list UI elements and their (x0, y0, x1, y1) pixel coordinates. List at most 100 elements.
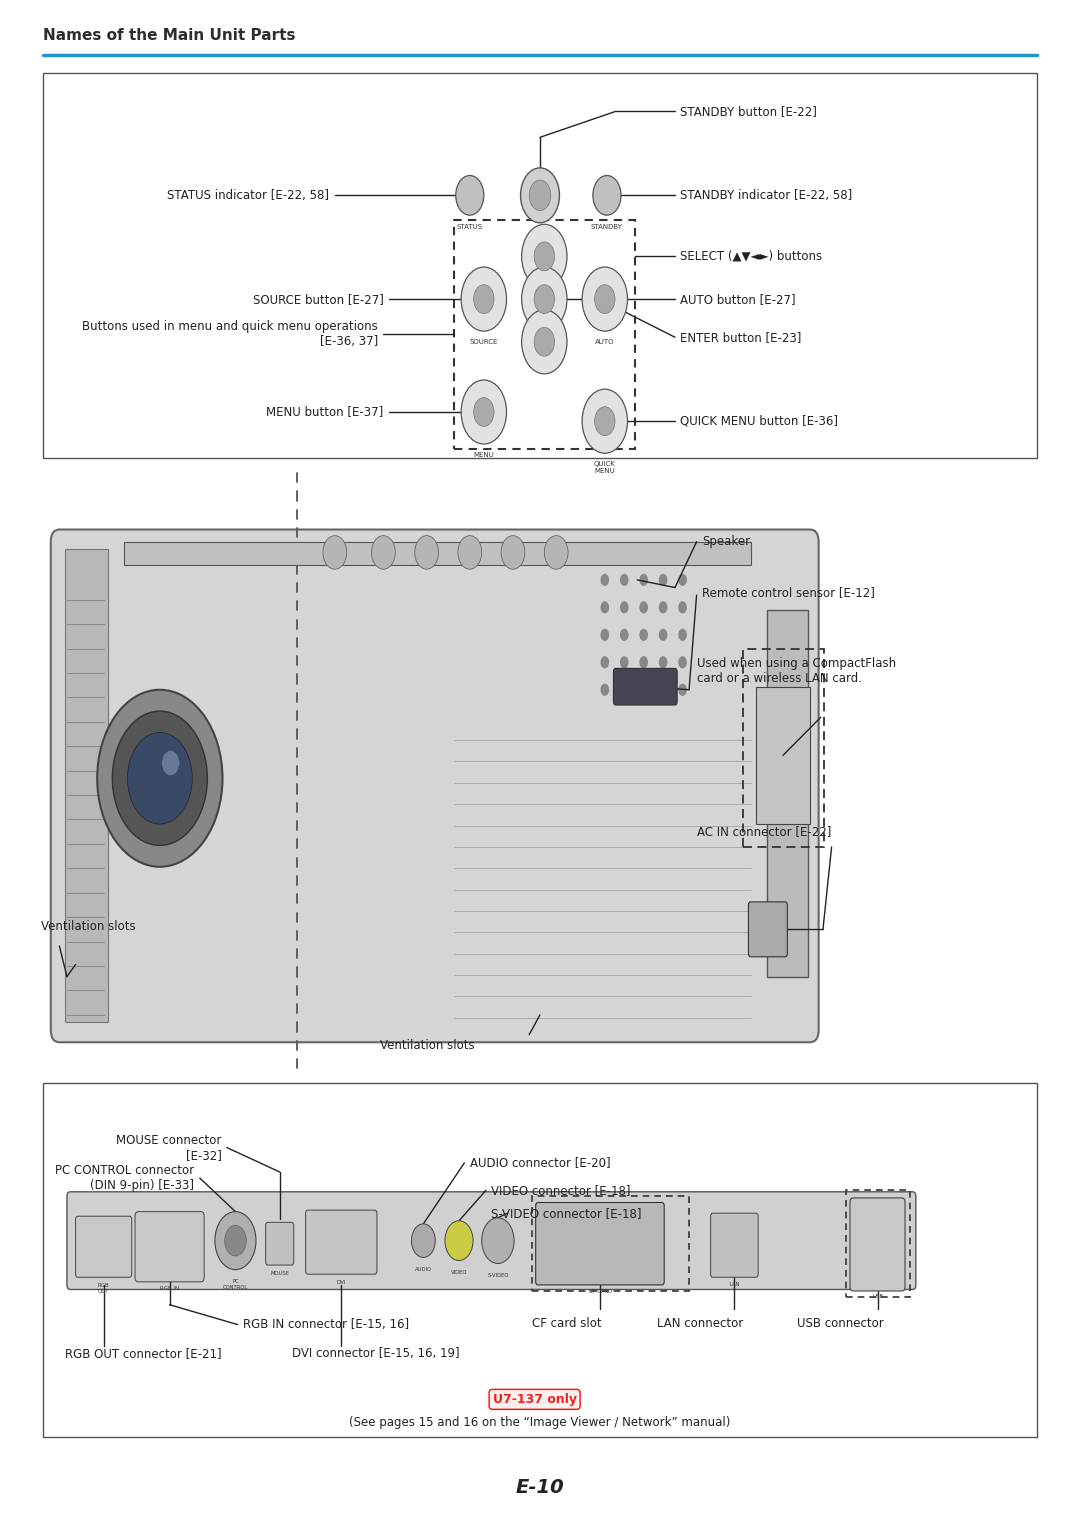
Circle shape (600, 574, 609, 586)
FancyBboxPatch shape (767, 610, 808, 977)
Circle shape (678, 574, 687, 586)
Circle shape (620, 601, 629, 613)
Text: SOURCE: SOURCE (470, 339, 498, 345)
Text: RGB IN: RGB IN (160, 1286, 179, 1291)
Circle shape (659, 601, 667, 613)
Circle shape (522, 310, 567, 374)
Circle shape (582, 389, 627, 453)
FancyBboxPatch shape (613, 668, 677, 705)
Text: RGB IN connector [E-15, 16]: RGB IN connector [E-15, 16] (243, 1318, 409, 1331)
FancyBboxPatch shape (124, 542, 751, 565)
Text: DVI connector [E-15, 16, 19]: DVI connector [E-15, 16, 19] (292, 1347, 459, 1360)
FancyBboxPatch shape (266, 1222, 294, 1265)
Text: Ventilation slots: Ventilation slots (380, 1039, 475, 1051)
Text: LAN: LAN (729, 1282, 740, 1286)
Circle shape (639, 629, 648, 641)
Circle shape (474, 398, 494, 426)
Text: VIDEO: VIDEO (450, 1270, 468, 1274)
Text: Ventilation slots: Ventilation slots (41, 920, 136, 932)
Text: AUDIO connector [E-20]: AUDIO connector [E-20] (470, 1157, 610, 1169)
Circle shape (595, 285, 615, 313)
Text: RGB
OUT: RGB OUT (98, 1283, 109, 1294)
Text: LAN connector: LAN connector (657, 1317, 743, 1331)
FancyBboxPatch shape (76, 1216, 132, 1277)
Circle shape (456, 175, 484, 215)
Text: MENU button [E-37]: MENU button [E-37] (266, 406, 383, 418)
Text: AUTO button [E-27]: AUTO button [E-27] (680, 293, 796, 305)
Text: QUICK
MENU: QUICK MENU (594, 461, 616, 475)
Circle shape (544, 536, 568, 569)
Circle shape (461, 380, 507, 444)
Circle shape (97, 690, 222, 867)
Text: USB: USB (873, 1294, 883, 1299)
Circle shape (659, 629, 667, 641)
Circle shape (521, 168, 559, 223)
Circle shape (225, 1225, 246, 1256)
Circle shape (445, 1221, 473, 1260)
Text: Buttons used in menu and quick menu operations
[E-36, 37]: Buttons used in menu and quick menu oper… (82, 320, 378, 348)
Circle shape (595, 407, 615, 435)
Circle shape (522, 224, 567, 288)
Circle shape (620, 684, 629, 696)
Text: USB connector: USB connector (797, 1317, 883, 1331)
Circle shape (678, 601, 687, 613)
Text: SELECT (▲▼◄►) buttons: SELECT (▲▼◄►) buttons (680, 250, 823, 262)
Text: U7-137 only: U7-137 only (492, 1393, 577, 1405)
FancyBboxPatch shape (67, 1192, 916, 1289)
Text: E-10: E-10 (515, 1479, 565, 1497)
Text: (See pages 15 and 16 on the “Image Viewer / Network” manual): (See pages 15 and 16 on the “Image Viewe… (349, 1416, 731, 1428)
Text: Speaker: Speaker (702, 536, 751, 548)
Text: RGB OUT connector [E-21]: RGB OUT connector [E-21] (65, 1347, 221, 1360)
Circle shape (582, 267, 627, 331)
Circle shape (535, 328, 554, 356)
Text: PC CONTROL connector
(DIN 9-pin) [E-33]: PC CONTROL connector (DIN 9-pin) [E-33] (55, 1164, 194, 1192)
Circle shape (639, 574, 648, 586)
Text: SOURCE button [E-27]: SOURCE button [E-27] (253, 293, 383, 305)
FancyBboxPatch shape (536, 1202, 664, 1285)
Circle shape (529, 180, 551, 211)
Text: STATUS: STATUS (457, 224, 483, 230)
Circle shape (127, 732, 192, 824)
Circle shape (639, 601, 648, 613)
FancyBboxPatch shape (711, 1213, 758, 1277)
FancyBboxPatch shape (43, 73, 1037, 458)
Circle shape (458, 536, 482, 569)
Circle shape (415, 536, 438, 569)
Text: STANDBY button [E-22]: STANDBY button [E-22] (680, 105, 818, 118)
Circle shape (501, 536, 525, 569)
Text: VIDEO connector [E-18]: VIDEO connector [E-18] (491, 1184, 631, 1196)
Circle shape (678, 629, 687, 641)
Circle shape (162, 751, 179, 775)
Circle shape (411, 1224, 435, 1257)
Circle shape (659, 574, 667, 586)
Text: MOUSE connector
[E-32]: MOUSE connector [E-32] (116, 1134, 221, 1161)
Circle shape (522, 267, 567, 331)
Circle shape (600, 629, 609, 641)
Text: S-VIDEO connector [E-18]: S-VIDEO connector [E-18] (491, 1207, 642, 1219)
Circle shape (639, 684, 648, 696)
Circle shape (659, 684, 667, 696)
FancyBboxPatch shape (850, 1198, 905, 1291)
Text: MENU: MENU (473, 452, 495, 458)
Text: AUDIO: AUDIO (415, 1267, 432, 1271)
Text: PC
CONTROL: PC CONTROL (222, 1279, 248, 1289)
Circle shape (482, 1218, 514, 1264)
Circle shape (600, 656, 609, 668)
Text: DVI: DVI (337, 1280, 346, 1285)
Text: MOUSE: MOUSE (270, 1271, 289, 1276)
Circle shape (659, 656, 667, 668)
Circle shape (593, 175, 621, 215)
Circle shape (323, 536, 347, 569)
Circle shape (620, 574, 629, 586)
Text: AUTO: AUTO (595, 339, 615, 345)
FancyBboxPatch shape (748, 902, 787, 957)
Text: ENTER button [E-23]: ENTER button [E-23] (680, 331, 801, 343)
Circle shape (535, 243, 554, 270)
Circle shape (372, 536, 395, 569)
Text: CF CARD: CF CARD (589, 1289, 612, 1294)
Text: Remote control sensor [E-12]: Remote control sensor [E-12] (702, 586, 875, 598)
Circle shape (639, 656, 648, 668)
Circle shape (678, 656, 687, 668)
Text: AC IN connector [E-22]: AC IN connector [E-22] (697, 826, 831, 838)
Text: STANDBY indicator [E-22, 58]: STANDBY indicator [E-22, 58] (680, 189, 852, 201)
